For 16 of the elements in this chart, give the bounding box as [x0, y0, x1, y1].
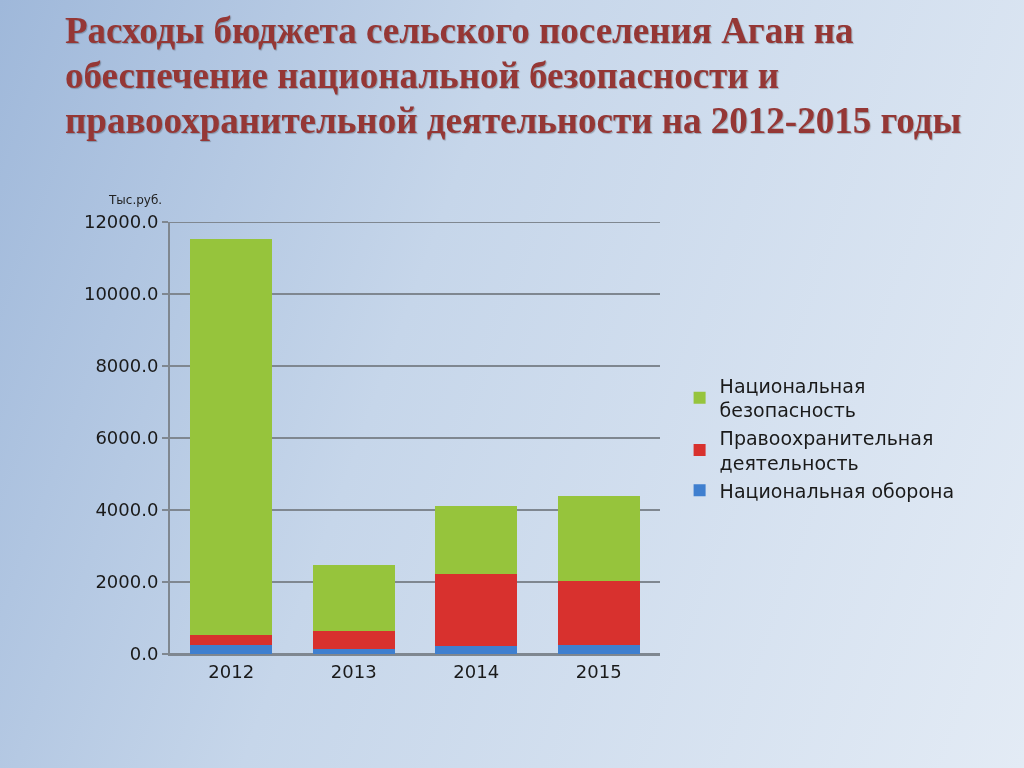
- y-axis-title: Тыс.руб.: [108, 193, 163, 207]
- legend-label: Правоохранительная деятельность: [719, 427, 934, 474]
- y-tick-label: 12000.0: [83, 211, 159, 233]
- chart-title: Расходы бюджета сельского поселения Аган на обеспечение национальной безопасности и правоохранительной деятельности на 2012-2015 годы: [65, 9, 963, 143]
- legend-label: Национальная безопасность: [719, 374, 866, 422]
- y-tick-label: 8000.0: [95, 355, 159, 377]
- x-tick-label: 2014: [453, 660, 500, 682]
- legend-label: Национальная оборона: [719, 479, 955, 502]
- x-tick-label: 2015: [575, 660, 622, 682]
- y-tick-label: 0.0: [129, 643, 159, 665]
- y-tick-label: 4000.0: [95, 499, 159, 521]
- x-tick-label: 2013: [330, 660, 377, 682]
- x-tick-label: 2012: [208, 660, 255, 682]
- y-tick-label: 2000.0: [95, 571, 159, 593]
- y-tick-label: 10000.0: [83, 283, 159, 305]
- y-tick-label: 6000.0: [95, 427, 159, 449]
